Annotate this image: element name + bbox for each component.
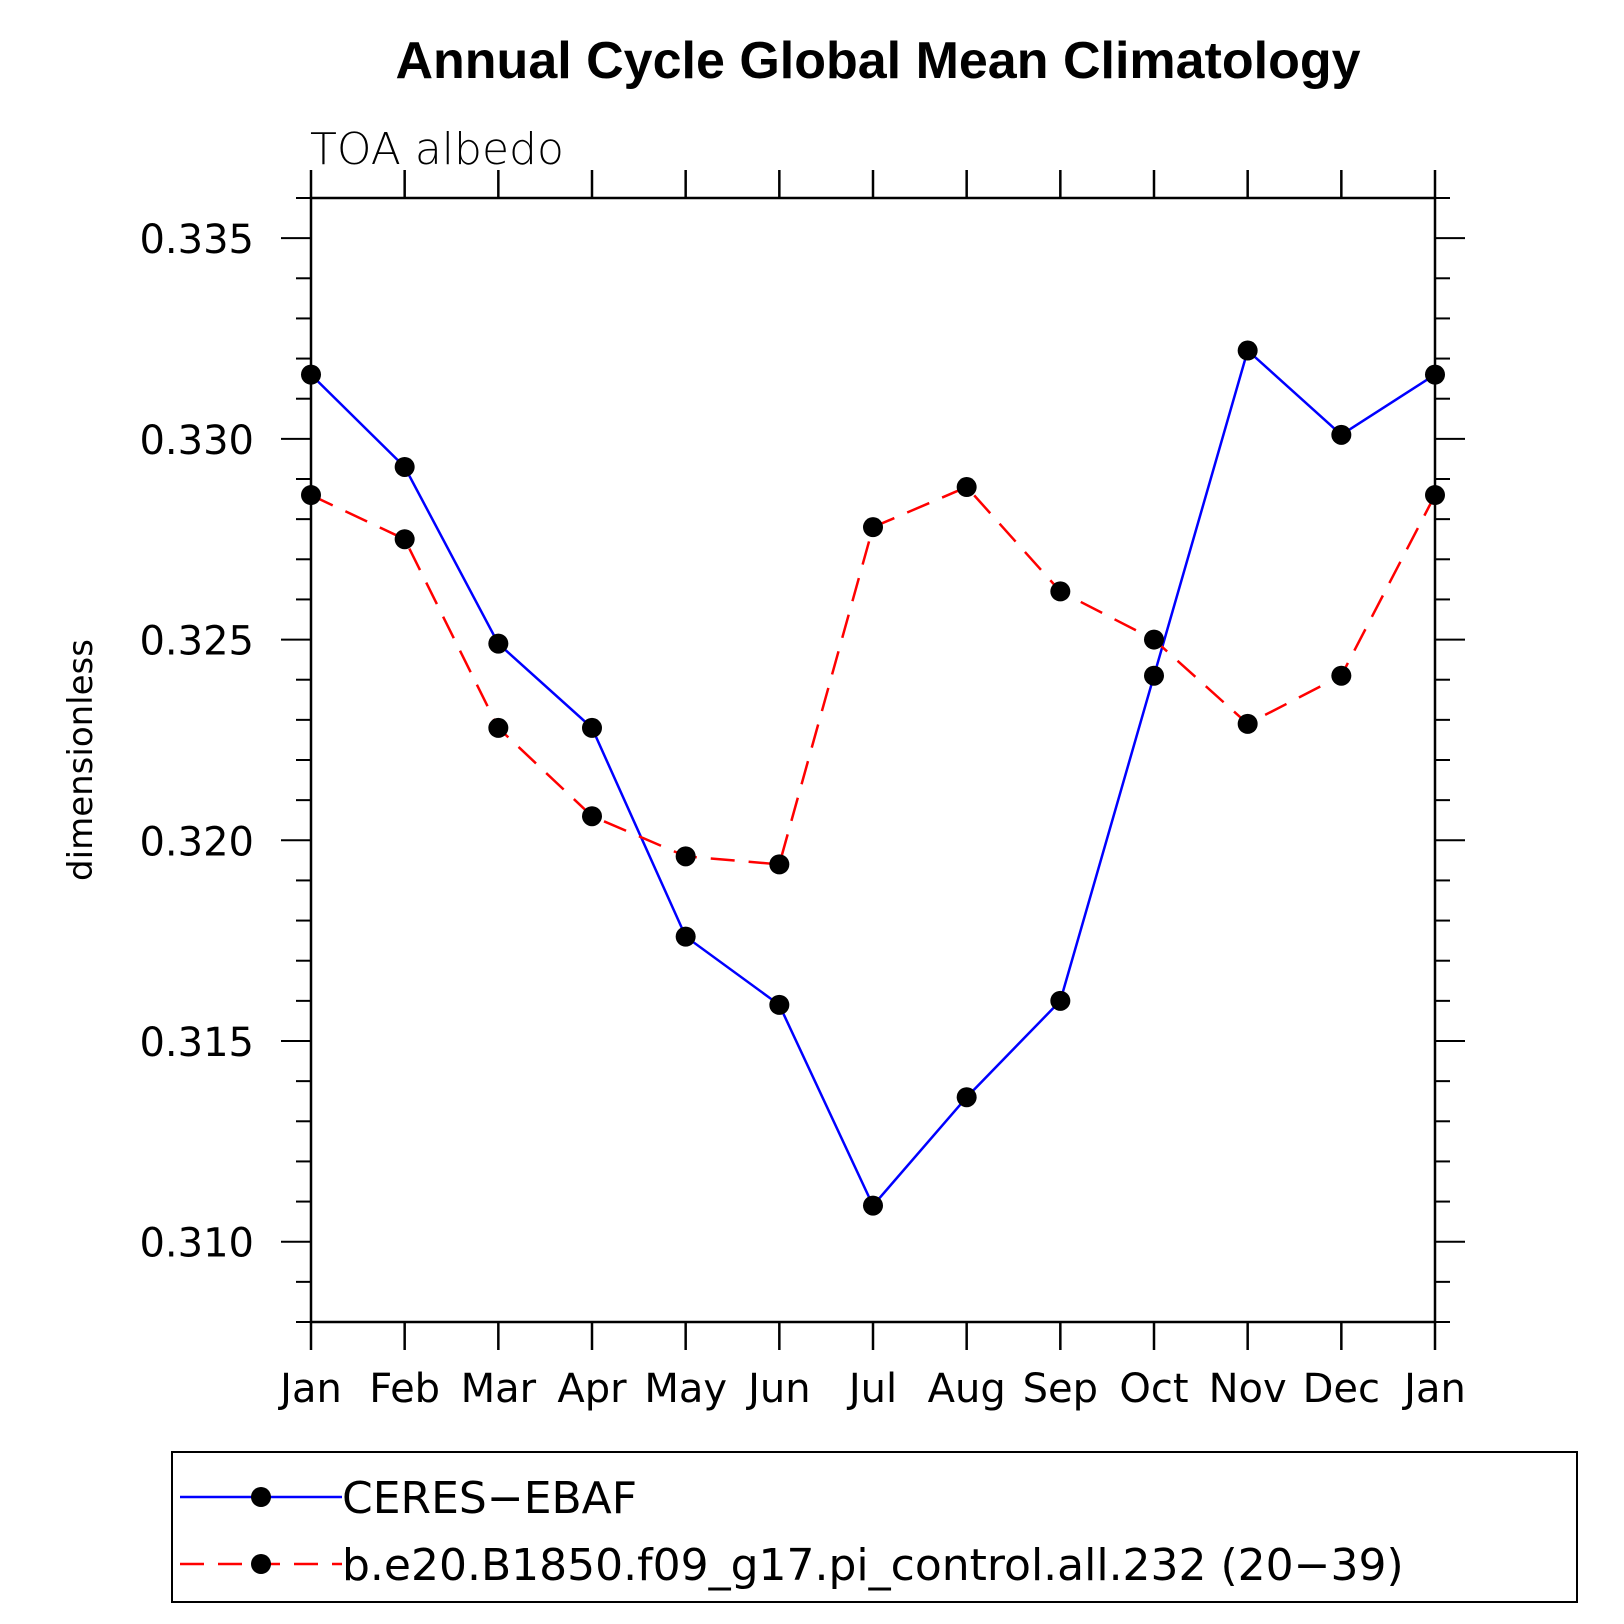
data-point bbox=[1425, 485, 1445, 506]
legend: CERES−EBAF b.e20.B1850.f09_g17.pi_contro… bbox=[171, 1451, 1578, 1603]
chart-title: Annual Cycle Global Mean Climatology bbox=[395, 32, 1360, 90]
data-point bbox=[1144, 665, 1164, 686]
data-point bbox=[675, 926, 696, 947]
legend-label-ceres: CERES−EBAF bbox=[342, 1473, 637, 1524]
legend-marker-ceres bbox=[251, 1487, 271, 1507]
data-point bbox=[956, 1087, 977, 1108]
y-tick-label: 0.320 bbox=[139, 819, 254, 865]
x-tick-label: Apr bbox=[557, 1366, 627, 1412]
series-1 bbox=[301, 477, 1445, 875]
x-tick-label: Jan bbox=[277, 1366, 342, 1412]
series-layer bbox=[301, 340, 1445, 1216]
data-point bbox=[394, 456, 415, 477]
data-point bbox=[1237, 340, 1258, 361]
data-point bbox=[675, 846, 696, 867]
y-tick-label: 0.315 bbox=[139, 1020, 254, 1066]
data-point bbox=[769, 854, 790, 875]
data-point bbox=[1425, 364, 1445, 385]
chart-subtitle: TOA albedo bbox=[310, 124, 564, 175]
data-point bbox=[956, 477, 977, 498]
y-axis-label: dimensionless bbox=[61, 639, 101, 881]
x-tick-label: Dec bbox=[1303, 1366, 1380, 1412]
x-tick-label: May bbox=[644, 1366, 727, 1412]
x-tick-label: Feb bbox=[369, 1366, 440, 1412]
data-point bbox=[1050, 990, 1071, 1011]
x-tick-label: Sep bbox=[1023, 1366, 1098, 1412]
y-tick-label: 0.310 bbox=[139, 1221, 254, 1267]
x-tick-label: Mar bbox=[461, 1366, 537, 1412]
x-tick-label: Nov bbox=[1209, 1366, 1287, 1412]
legend-marker-model bbox=[251, 1554, 271, 1574]
data-point bbox=[582, 717, 602, 738]
data-point bbox=[301, 364, 321, 385]
legend-box bbox=[171, 1451, 1578, 1603]
x-tick-label: Oct bbox=[1119, 1366, 1188, 1412]
data-point bbox=[1237, 713, 1258, 734]
series-line-1 bbox=[310, 485, 1437, 866]
data-point bbox=[769, 994, 790, 1015]
x-tick-label: Aug bbox=[928, 1366, 1006, 1412]
x-tick-labels: Jan Feb Mar Apr May Jun Jul Aug Sep Oct Nov Dec Jan bbox=[277, 1366, 1466, 1412]
y-tick-labels: 0.310 0.315 0.320 0.325 0.330 0.335 bbox=[139, 217, 254, 1267]
y-tick-label: 0.335 bbox=[139, 217, 254, 263]
x-tick-label: Jan bbox=[1401, 1366, 1466, 1412]
data-point bbox=[863, 1195, 883, 1216]
data-point bbox=[1331, 665, 1352, 686]
data-point bbox=[488, 717, 509, 738]
data-point bbox=[1331, 424, 1352, 445]
axis-ticks bbox=[281, 170, 1465, 1350]
x-tick-label: Jul bbox=[846, 1366, 897, 1412]
y-tick-label: 0.325 bbox=[139, 619, 254, 665]
data-point bbox=[582, 806, 602, 827]
series-0 bbox=[301, 340, 1445, 1216]
data-point bbox=[1050, 581, 1071, 602]
data-point bbox=[301, 485, 321, 506]
data-point bbox=[863, 517, 883, 538]
legend-label-model: b.e20.B1850.f09_g17.pi_control.all.232 (… bbox=[342, 1540, 1404, 1591]
y-tick-label: 0.330 bbox=[139, 418, 254, 464]
series-line-0 bbox=[310, 348, 1436, 1208]
x-tick-label: Jun bbox=[745, 1366, 811, 1412]
data-point bbox=[488, 633, 509, 654]
data-point bbox=[394, 529, 415, 550]
data-point bbox=[1144, 629, 1164, 650]
